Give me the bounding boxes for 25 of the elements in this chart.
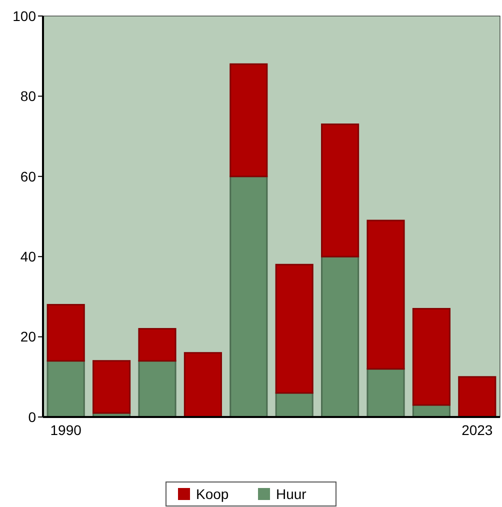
bar xyxy=(92,360,131,414)
bar xyxy=(366,368,405,418)
y-tick-label: 60 xyxy=(20,168,36,184)
y-tick-label: 0 xyxy=(28,408,36,425)
bar xyxy=(321,124,360,258)
bar xyxy=(458,376,496,418)
legend-label: Huur xyxy=(276,486,307,502)
bar xyxy=(230,176,268,418)
bar xyxy=(46,360,85,418)
bar xyxy=(46,304,85,362)
bar xyxy=(138,328,176,362)
bar xyxy=(230,63,268,178)
y-tick-label: 20 xyxy=(20,328,36,345)
y-tick-label: 80 xyxy=(20,88,36,104)
bar xyxy=(275,264,314,394)
legend-label: Koop xyxy=(196,486,229,502)
bar xyxy=(184,352,222,418)
x-tick-label: 2023 xyxy=(462,422,493,438)
x-tick-label: 1990 xyxy=(50,422,82,438)
bar xyxy=(412,308,450,406)
bar xyxy=(321,256,360,418)
bar xyxy=(366,220,405,370)
bar xyxy=(138,360,176,418)
y-tick-label: 40 xyxy=(20,248,36,264)
y-tick-label: 100 xyxy=(12,8,36,24)
